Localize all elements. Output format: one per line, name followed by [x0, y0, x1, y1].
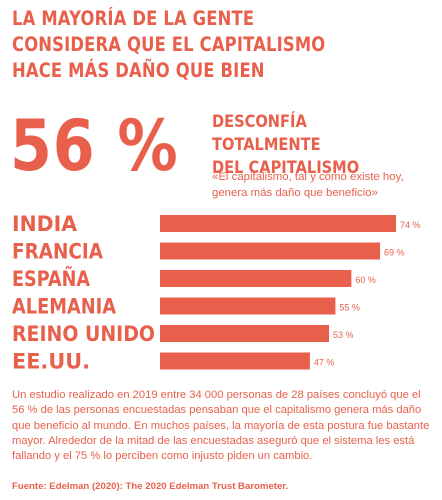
bar-value-label: 55 % [339, 303, 360, 313]
country-label: ALEMANIA [12, 295, 117, 319]
highlight-percentage: 56 % [10, 105, 179, 187]
bar-ee-uu- [160, 352, 310, 370]
country-label: FRANCIA [12, 240, 104, 264]
page-title: LA MAYORÍA DE LA GENTE CONSIDERA QUE EL … [12, 7, 326, 82]
country-label: INDIA [12, 212, 78, 236]
bar-value-label: 47 % [314, 358, 335, 368]
bar-value-label: 74 % [400, 220, 421, 230]
bar-francia [160, 242, 381, 260]
bar-value-label: 53 % [333, 330, 354, 340]
bar-india [160, 215, 396, 232]
bar-value-label: 60 % [355, 275, 376, 285]
highlight-headline: DESCONFÍA TOTALMENTE DEL CAPITALISMO [212, 112, 360, 178]
source-citation: Fuente: Edelman (2020): The 2020 Edelman… [12, 481, 289, 492]
bar-reino-unido [160, 325, 330, 342]
bar-value-label: 69 % [384, 248, 405, 258]
bar-españa [160, 270, 352, 287]
country-label: ESPAÑA [12, 266, 91, 291]
bar-alemania [160, 297, 336, 315]
country-bar-chart: INDIA 74 % FRANCIA 69 % ESPAÑA 60 % ALEMANIA 55… [12, 212, 421, 374]
highlight-quote: «El capitalismo, tal y como existe hoy, … [212, 171, 404, 199]
country-label: REINO UNIDO [12, 322, 155, 346]
study-description: Un estudio realizado en 2019 entre 34 00… [12, 389, 430, 463]
country-label: EE.UU. [12, 350, 90, 374]
